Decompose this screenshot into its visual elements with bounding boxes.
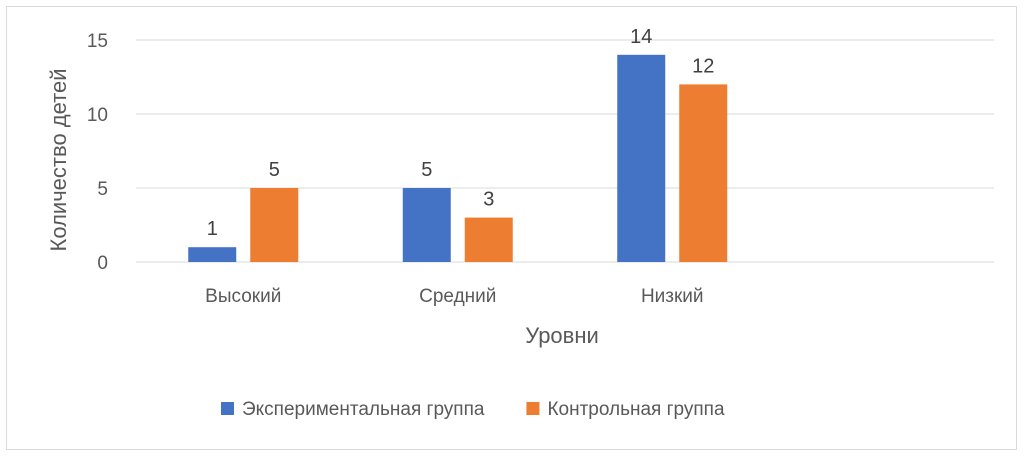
x-tick-label: Средний — [419, 286, 496, 307]
y-tick-label: 5 — [97, 179, 108, 200]
bar — [188, 247, 237, 262]
x-axis-title: Уровни — [525, 323, 599, 348]
legend-swatch — [221, 402, 234, 415]
y-axis-title: Количество детей — [46, 69, 71, 252]
bar — [679, 84, 728, 263]
x-tick-label: Низкий — [641, 286, 704, 307]
y-tick-label: 15 — [87, 31, 108, 52]
bar — [402, 188, 451, 262]
y-tick-label: 10 — [87, 105, 108, 126]
data-label: 5 — [269, 159, 280, 181]
legend-label: Экспериментальная группа — [242, 399, 485, 420]
legend-label: Контрольная группа — [547, 399, 725, 420]
x-axis-ticks: Высокий Средний Низкий — [205, 286, 703, 307]
data-labels: 1 5 5 3 14 12 — [207, 26, 715, 240]
y-tick-label: 0 — [97, 253, 108, 274]
data-label: 12 — [692, 55, 714, 77]
data-label: 1 — [207, 218, 218, 240]
data-label: 14 — [630, 26, 652, 48]
data-label: 3 — [483, 189, 494, 211]
legend-swatch — [526, 402, 540, 415]
bar — [250, 188, 299, 262]
y-axis-ticks: 0 5 10 15 — [87, 31, 108, 274]
bar — [464, 217, 513, 262]
data-label: 5 — [421, 159, 432, 181]
bars — [188, 54, 728, 263]
bar — [617, 54, 666, 262]
x-tick-label: Высокий — [205, 286, 281, 307]
legend: Экспериментальная группа Контрольная груп… — [221, 399, 725, 420]
